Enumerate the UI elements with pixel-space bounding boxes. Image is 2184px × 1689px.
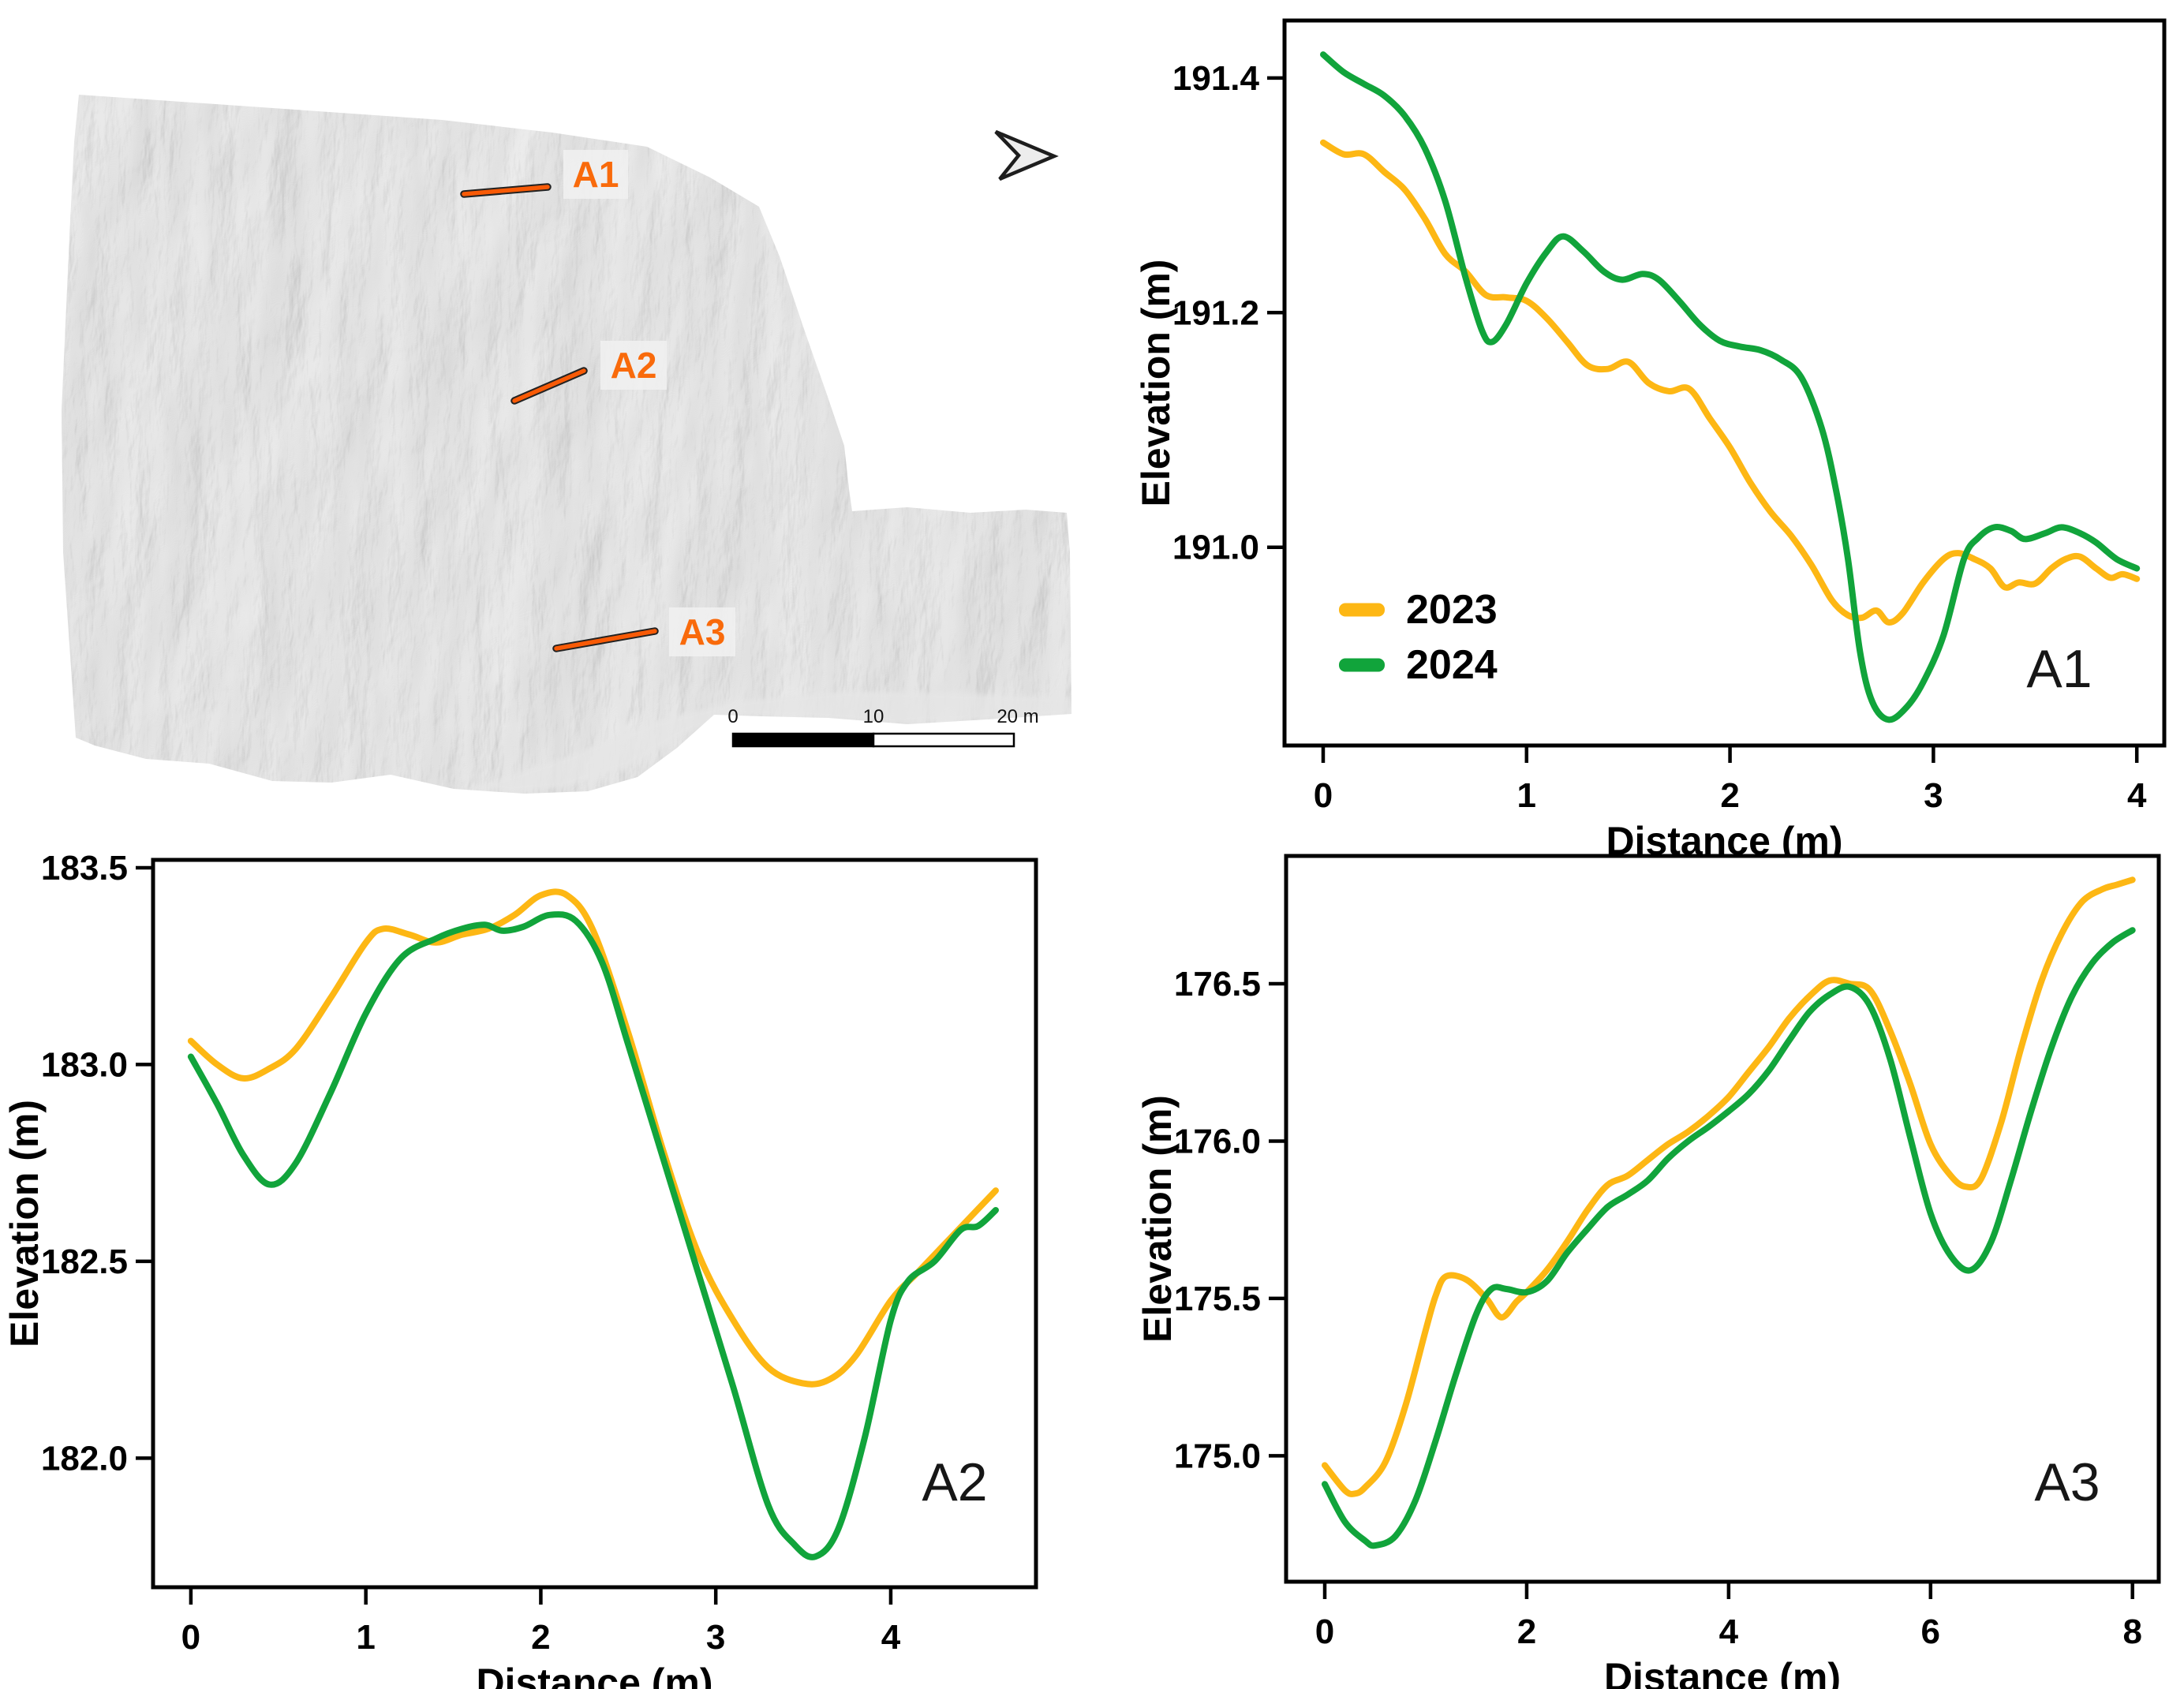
x-tick-label: 0 bbox=[1314, 776, 1333, 815]
legend-swatch-2023 bbox=[1339, 603, 1385, 617]
x-tick-label: 0 bbox=[181, 1618, 200, 1657]
x-tick-label: 2 bbox=[1517, 1612, 1536, 1651]
y-tick-label: 175.5 bbox=[1174, 1280, 1261, 1318]
panel-label-A3: A3 bbox=[2034, 1452, 2100, 1512]
plot-border bbox=[1282, 18, 2167, 748]
transect-label-A2: A2 bbox=[611, 345, 657, 386]
y-tick-label: 183.0 bbox=[41, 1045, 128, 1084]
x-tick-label: 4 bbox=[2127, 776, 2147, 815]
shoreline-light-strip bbox=[473, 691, 1071, 792]
x-tick-label: 0 bbox=[1315, 1612, 1334, 1651]
y-tick-label: 182.0 bbox=[41, 1439, 128, 1478]
transect-label-A3: A3 bbox=[679, 611, 726, 652]
transect-line-A2 bbox=[512, 368, 586, 403]
x-tick-label: 3 bbox=[1924, 776, 1943, 815]
panel-label-A2: A2 bbox=[922, 1452, 987, 1512]
x-tick-label: 8 bbox=[2122, 1612, 2141, 1651]
chart-panel-A3: 0 2 4 6 8 175.0 175.5 176.0 176.5 Distance (m) Ele… bbox=[1135, 854, 2161, 1689]
transect-label-A1: A1 bbox=[573, 154, 619, 195]
transect-label-bg-A2 bbox=[600, 341, 667, 390]
transect-label-bg-A3 bbox=[669, 607, 735, 656]
y-tick-label: 175.0 bbox=[1174, 1437, 1261, 1475]
plot-border bbox=[151, 858, 1038, 1590]
y-tick-label: 176.0 bbox=[1174, 1122, 1261, 1160]
x-tick-label: 1 bbox=[1517, 776, 1536, 815]
y-tick-label: 182.5 bbox=[41, 1242, 128, 1281]
x-axis-label: Distance (m) bbox=[476, 1661, 712, 1689]
y-tick-label: 176.5 bbox=[1174, 965, 1261, 1003]
y-tick-label: 191.0 bbox=[1172, 529, 1259, 567]
scale-bar-label: 20 m bbox=[997, 706, 1038, 727]
north-arrow-icon bbox=[994, 129, 1059, 181]
y-axis-label: Elevation (m) bbox=[1134, 260, 1178, 507]
x-tick-label: 3 bbox=[706, 1618, 725, 1657]
x-tick-label: 6 bbox=[1921, 1612, 1940, 1651]
series-line-2024 bbox=[1322, 927, 2136, 1549]
series-line-2023 bbox=[1322, 876, 2136, 1497]
transect-line-A3 bbox=[554, 629, 657, 651]
y-tick-label: 191.4 bbox=[1172, 59, 1260, 98]
legend-label-2024: 2024 bbox=[1406, 642, 1498, 688]
series-line-2024 bbox=[187, 911, 999, 1560]
x-tick-label: 2 bbox=[1720, 776, 1739, 815]
x-tick-label: 4 bbox=[1719, 1612, 1739, 1651]
transect-label-bg-A1 bbox=[563, 150, 628, 199]
series-line-2023 bbox=[1320, 139, 2141, 626]
y-axis-label: Elevation (m) bbox=[2, 1100, 47, 1347]
chart-panel-A2: 0 1 2 3 4 182.0 182.5 183.0 183.5 Distance (m) Ele… bbox=[2, 849, 1038, 1689]
transect-line-A1 bbox=[462, 185, 550, 196]
y-axis-label: Elevation (m) bbox=[1135, 1095, 1180, 1343]
y-tick-label: 191.2 bbox=[1172, 293, 1259, 332]
plot-border bbox=[1284, 854, 2161, 1584]
scale-bar-label: 10 bbox=[863, 706, 884, 727]
scale-bar-label: 0 bbox=[727, 706, 738, 727]
hillshade-map-panel: A1 A2 A3 0 10 20 m bbox=[62, 95, 1071, 794]
x-tick-label: 2 bbox=[531, 1618, 550, 1657]
x-tick-label: 1 bbox=[356, 1618, 375, 1657]
x-tick-label: 4 bbox=[881, 1618, 901, 1657]
y-tick-label: 183.5 bbox=[41, 849, 128, 887]
x-axis-label: Distance (m) bbox=[1604, 1655, 1841, 1689]
legend-swatch-2024 bbox=[1339, 658, 1385, 672]
series-line-2024 bbox=[1320, 51, 2141, 723]
series-line-2023 bbox=[187, 888, 999, 1388]
scale-bar-white-segment bbox=[872, 732, 1015, 748]
panel-label-A1: A1 bbox=[2026, 639, 2092, 699]
legend-label-2023: 2023 bbox=[1406, 587, 1498, 633]
